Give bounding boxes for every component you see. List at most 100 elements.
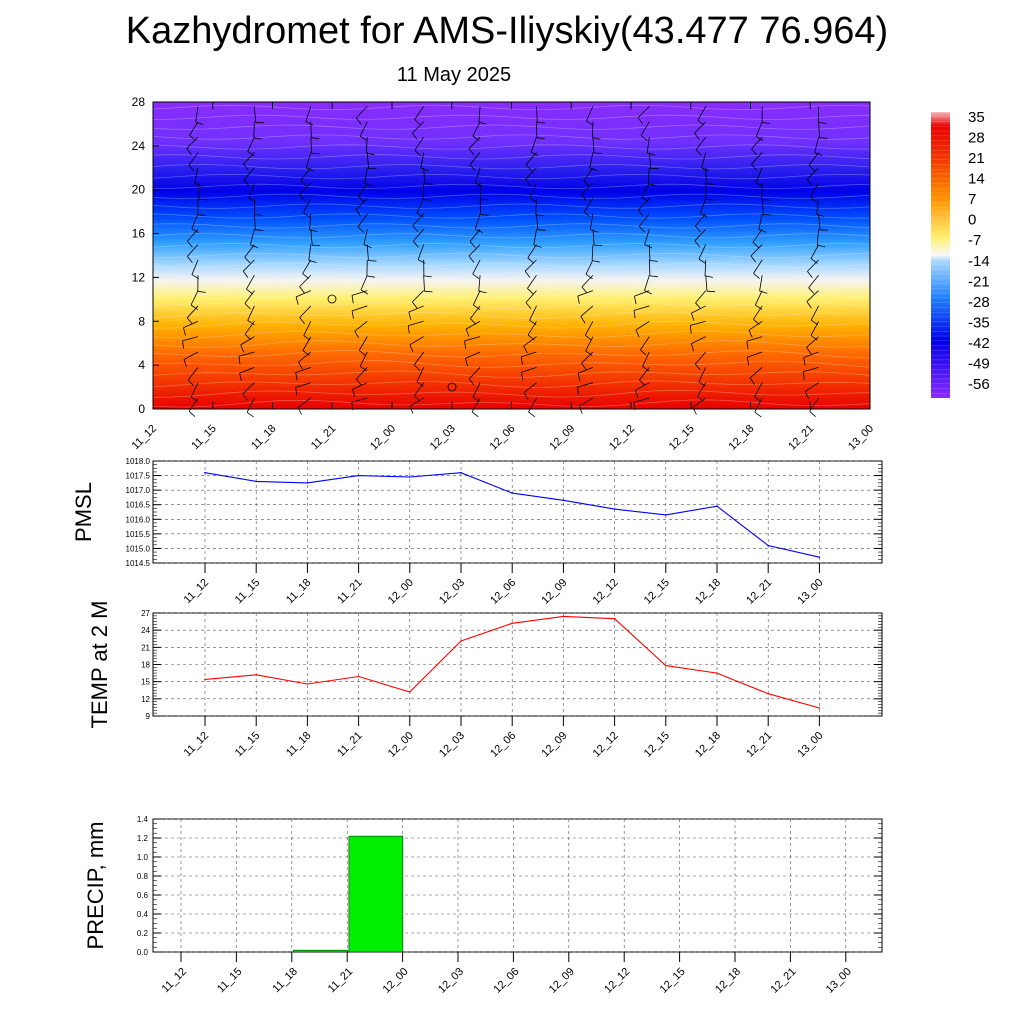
wind-barb bbox=[698, 244, 707, 260]
y-tick-label: 24 bbox=[141, 626, 150, 635]
wind-barb-flag bbox=[520, 372, 524, 381]
wind-barb bbox=[644, 275, 650, 291]
x-tick-label: 12_18 bbox=[727, 423, 757, 453]
wind-barb bbox=[248, 182, 255, 199]
data-point bbox=[357, 474, 360, 477]
wind-barb bbox=[589, 213, 594, 230]
precip-bar bbox=[293, 949, 348, 953]
wind-barb bbox=[637, 106, 650, 118]
wind-barb-flag bbox=[468, 378, 475, 386]
contour-line bbox=[152, 320, 871, 329]
wind-barb bbox=[754, 382, 763, 397]
x-tick-label: 12_18 bbox=[693, 577, 723, 607]
x-tick-label: 11_15 bbox=[215, 966, 245, 996]
wind-barb bbox=[468, 244, 481, 257]
wind-barb-flag bbox=[649, 275, 658, 278]
wind-barb-flag bbox=[182, 340, 184, 349]
wind-barb-flag bbox=[250, 244, 258, 249]
wind-barb bbox=[352, 382, 368, 390]
wind-barb bbox=[187, 244, 199, 257]
wind-barb-flag bbox=[525, 179, 531, 186]
wind-barb bbox=[422, 183, 425, 200]
wind-barb-flag bbox=[197, 214, 206, 217]
wind-barb bbox=[189, 121, 199, 136]
wind-barb bbox=[704, 259, 707, 276]
wind-barb-flag bbox=[524, 270, 531, 278]
wind-barb bbox=[412, 290, 424, 303]
contour-line bbox=[152, 340, 871, 348]
wind-barb-flag bbox=[755, 182, 763, 188]
wind-barb-flag bbox=[694, 363, 701, 371]
wind-barb bbox=[758, 213, 763, 230]
wind-barb bbox=[705, 167, 707, 184]
wind-barb bbox=[640, 336, 650, 351]
wind-barb bbox=[190, 382, 199, 398]
wind-barb bbox=[295, 382, 311, 388]
wind-barb bbox=[589, 152, 594, 169]
contour-line bbox=[152, 114, 871, 120]
wind-barb-flag bbox=[197, 290, 206, 293]
x-tick-label: 11_21 bbox=[335, 577, 365, 607]
wind-barb bbox=[183, 320, 199, 329]
wind-barb bbox=[583, 198, 594, 213]
wind-barb-flag bbox=[648, 183, 656, 186]
wind-barb-flag bbox=[761, 198, 770, 201]
wind-barb bbox=[816, 198, 819, 215]
wind-barb bbox=[803, 351, 819, 358]
wind-barb bbox=[646, 137, 650, 153]
wind-barb bbox=[691, 336, 706, 344]
wind-barb bbox=[305, 106, 312, 122]
y-tick-label: 1.4 bbox=[137, 815, 149, 824]
wind-barb bbox=[465, 351, 481, 359]
wind-barb-flag bbox=[188, 165, 195, 172]
data-point bbox=[409, 476, 411, 478]
wind-barb bbox=[254, 213, 256, 230]
wind-barb-flag bbox=[243, 179, 250, 187]
wind-barb bbox=[356, 367, 368, 380]
wind-barb bbox=[580, 305, 594, 317]
data-point bbox=[511, 622, 513, 625]
wind-barb bbox=[412, 228, 424, 242]
x-tick-label: 12_00 bbox=[386, 577, 416, 607]
wind-barb-flag bbox=[642, 366, 650, 372]
colorbar-label: -21 bbox=[968, 273, 990, 290]
wind-barb bbox=[357, 213, 368, 228]
wind-barb bbox=[695, 136, 707, 150]
data-point bbox=[613, 508, 616, 510]
y-tick-label: 0.2 bbox=[137, 929, 149, 938]
wind-barb-flag bbox=[695, 302, 702, 310]
wind-barb-flag bbox=[424, 183, 433, 185]
wind-barb bbox=[190, 290, 199, 306]
wind-barb bbox=[240, 336, 255, 346]
wind-barb-flag bbox=[694, 240, 701, 248]
wind-barb bbox=[186, 305, 199, 318]
wind-barb bbox=[244, 244, 255, 258]
wind-barb-flag bbox=[308, 260, 317, 263]
wind-barb-flag bbox=[755, 304, 763, 310]
colorbar-label: -7 bbox=[968, 232, 981, 249]
wind-barb-flag bbox=[529, 197, 537, 203]
precip-panel: 1.4 1.2 1.0 0.8 0.6 0.4 0.2 0.0 11_12 11_15 11_18 1… bbox=[83, 815, 883, 996]
wind-barb bbox=[299, 182, 312, 195]
wind-barb bbox=[471, 397, 481, 413]
wind-barb bbox=[530, 136, 537, 153]
y-axis-title: PMSL bbox=[71, 482, 96, 542]
wind-barb-flag bbox=[706, 183, 715, 185]
wind-barb-flag bbox=[190, 304, 198, 310]
wind-barb-flag bbox=[749, 377, 755, 385]
wind-barb bbox=[303, 321, 312, 336]
wind-barb-flag bbox=[590, 229, 599, 233]
wind-barb-flag bbox=[753, 319, 760, 325]
wind-barb-flag bbox=[585, 273, 593, 280]
wind-barb bbox=[648, 259, 651, 276]
data-point bbox=[818, 707, 821, 709]
wind-barb-flag bbox=[695, 149, 702, 156]
wind-barb bbox=[807, 167, 819, 180]
wind-barb bbox=[239, 366, 255, 374]
temperature-field bbox=[153, 102, 870, 409]
wind-barb-flag bbox=[357, 226, 365, 233]
wind-barb bbox=[807, 259, 819, 272]
wind-barb-flag bbox=[527, 257, 535, 264]
y-tick-label: 24 bbox=[132, 139, 146, 153]
contour-line bbox=[152, 173, 871, 180]
